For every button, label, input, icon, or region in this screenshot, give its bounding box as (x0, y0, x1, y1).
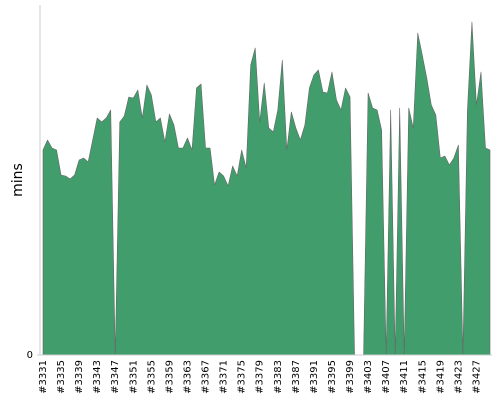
x-tick-label: #3419 (435, 360, 446, 394)
x-tick-label: #3363 (182, 360, 193, 394)
x-tick-label: #3355 (146, 360, 157, 394)
x-tick-label: #3367 (201, 360, 212, 394)
x-tick-label: #3387 (291, 360, 302, 394)
y-axis-label: mins (10, 163, 26, 197)
x-tick-label: #3379 (255, 360, 266, 394)
x-tick-label: #3375 (237, 360, 248, 394)
x-tick-label: #3343 (92, 360, 103, 394)
x-tick-label: #3347 (110, 360, 121, 394)
x-tick-label: #3331 (38, 360, 49, 394)
x-tick-label: #3411 (399, 360, 410, 394)
x-tick-label: #3383 (273, 360, 284, 394)
y-tick-label: 0 (27, 350, 33, 361)
x-tick-label: #3359 (164, 360, 175, 394)
x-tick-label: #3351 (128, 360, 139, 394)
area (42, 21, 491, 356)
x-tick-label: #3399 (345, 360, 356, 394)
x-tick-label: #3371 (219, 360, 230, 394)
x-tick-label: #3415 (417, 360, 428, 394)
x-tick-label: #3423 (453, 360, 464, 394)
x-tick-label: #3339 (74, 360, 85, 394)
x-tick-label: #3335 (56, 360, 67, 394)
x-tick-label: #3391 (309, 360, 320, 394)
x-tick-label: #3395 (327, 360, 338, 394)
x-tick-label: #3403 (363, 360, 374, 394)
x-tick-label: #3407 (381, 360, 392, 394)
x-tick-label: #3427 (471, 360, 482, 394)
